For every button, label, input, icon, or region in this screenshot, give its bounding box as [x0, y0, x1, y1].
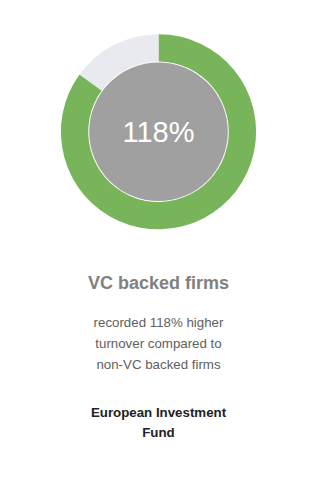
center-label: 118% [122, 116, 194, 148]
source: European Investment Fund [91, 405, 227, 440]
chart: 118% VC backed firms recorded 118% higher t… [0, 0, 317, 488]
source-line: Fund [142, 425, 175, 440]
subtitle: recorded 118% higher turnover compared to… [94, 315, 224, 372]
center-circle [89, 62, 228, 201]
donut: 118% [61, 34, 256, 229]
title: VC backed firms [88, 273, 229, 293]
subtitle-line: turnover compared to [95, 336, 221, 351]
title-line: VC backed firms [88, 273, 229, 293]
subtitle-line: recorded 118% higher [94, 315, 224, 330]
source-line: European Investment [91, 405, 227, 420]
slice [61, 34, 256, 229]
subtitle-line: non-VC backed firms [96, 357, 221, 372]
